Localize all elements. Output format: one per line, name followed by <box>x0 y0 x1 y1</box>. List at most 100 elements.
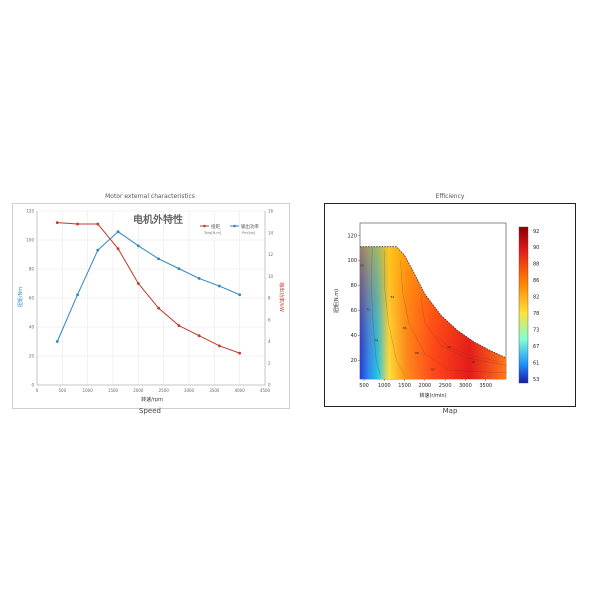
colorbar-tick-label: 73 <box>533 327 539 333</box>
efficiency-map-chart: 55 73 78 82 86 88 90 92 67 500 1000 1500 2000 2500 30… <box>324 203 576 407</box>
power-point <box>218 284 221 288</box>
contour-label: 82 <box>391 295 395 299</box>
contour-label: 86 <box>403 326 407 330</box>
x-tick-label: 1500 <box>108 388 119 393</box>
y-tick-label: 120 <box>26 209 34 214</box>
torque-point <box>116 247 120 251</box>
y-tick-label: 80 <box>29 267 35 272</box>
torque-point <box>96 222 100 226</box>
contour-label: 73 <box>366 307 370 311</box>
x-tick-label: 2000 <box>133 388 144 393</box>
y2-tick-label: 2 <box>268 361 271 366</box>
torque-point <box>136 282 140 285</box>
contour-line <box>420 297 506 366</box>
map-x-axis-label: 转速(r/min) <box>419 392 446 399</box>
y2-tick-label: 6 <box>268 317 271 322</box>
torque-series-line <box>57 222 240 354</box>
contour-line <box>400 260 506 373</box>
legend-power-label: 输出功率 <box>241 223 259 230</box>
x-tick-label: 1000 <box>83 388 94 393</box>
power-point <box>55 340 59 343</box>
contour-line <box>384 250 405 376</box>
left-chart-title: Motor external characteristics <box>105 193 195 200</box>
left-chart-caption: Speed <box>139 407 161 415</box>
chart-subtitle: 电机外特性 <box>133 213 183 226</box>
y-tick-label: 20 <box>29 354 35 359</box>
y-tick-label: 60 <box>29 296 35 301</box>
power-point <box>96 248 100 252</box>
y-axis-label-left: 扭矩/Nm <box>17 287 24 307</box>
map-y-tick-label: 80 <box>351 283 357 289</box>
legend: 扭矩 Torq[N.m] 输出功率 Pm[kw] <box>200 223 259 235</box>
map-y-tick-label: 20 <box>351 358 357 364</box>
map-x-tick-label: 2000 <box>419 383 432 389</box>
x-axis-label: 转速/rpm <box>141 396 163 403</box>
torque-point <box>55 221 59 224</box>
contour-line <box>436 335 498 362</box>
torque-point <box>76 222 79 226</box>
colorbar-tick-label: 53 <box>533 377 539 383</box>
power-point <box>157 257 161 261</box>
map-x-tick-label: 2500 <box>439 383 452 389</box>
contour-label: 90 <box>447 345 451 349</box>
y2-tick-label: 0 <box>268 383 271 388</box>
y-axis-label-right: 输出功率/kW <box>278 282 285 312</box>
power-point <box>76 293 79 297</box>
power-point <box>177 267 181 271</box>
torque-point <box>218 344 221 348</box>
colorbar-tick-label: 92 <box>533 229 539 235</box>
x-tick-label: 3500 <box>209 388 220 393</box>
max-torque-boundary <box>360 246 506 359</box>
power-point <box>136 244 140 248</box>
legend-torque-sub: Torq[N.m] <box>203 231 222 235</box>
map-x-tick-label: 500 <box>359 383 369 389</box>
y-tick-label: 40 <box>29 325 35 330</box>
colorbar-tick-label: 88 <box>533 262 539 268</box>
map-x-tick-label: 3500 <box>479 383 492 389</box>
contour-label: 55 <box>360 264 364 268</box>
x-tick-label: 4500 <box>260 388 271 393</box>
right-chart-title: Efficiency <box>435 193 465 200</box>
y2-tick-label: 16 <box>268 209 274 214</box>
torque-point <box>238 351 242 355</box>
map-y-tick-label: 100 <box>347 258 357 264</box>
y-tick-label: 100 <box>26 238 34 243</box>
x-tick-label: 4000 <box>235 388 246 393</box>
torque-point <box>157 306 161 310</box>
x-tick-label: 3000 <box>184 388 195 393</box>
contour-label: 67 <box>431 367 435 371</box>
y-tick-label: 0 <box>31 383 34 388</box>
right-chart-caption: Map <box>442 407 458 415</box>
x-tick-label: 500 <box>59 388 67 393</box>
map-y-axis-label: 扭矩(N.m) <box>333 289 340 313</box>
colorbar-tick-label: 61 <box>533 360 539 366</box>
power-point <box>238 293 242 297</box>
contour-line <box>371 247 381 376</box>
torque-point <box>197 334 201 338</box>
efficiency-region-overlay <box>360 246 506 379</box>
contour-label: 92 <box>472 360 476 364</box>
torque-point <box>177 324 181 327</box>
map-x-tick-label: 1000 <box>378 383 391 389</box>
legend-torque-label: 扭矩 <box>211 223 220 230</box>
map-x-tick-label: 1500 <box>398 383 411 389</box>
y2-tick-label: 12 <box>268 252 274 257</box>
x-tick-label: 0 <box>36 388 39 393</box>
colorbar-tick-label: 82 <box>533 295 539 301</box>
colorbar-tick-label: 78 <box>533 311 539 317</box>
x-tick-label: 2500 <box>159 388 170 393</box>
legend-power-sub: Pm[kw] <box>242 231 256 235</box>
map-y-tick-label: 40 <box>351 333 357 339</box>
contour-label: 78 <box>374 339 378 343</box>
y2-tick-label: 10 <box>268 274 274 279</box>
contour-label: 88 <box>415 351 419 355</box>
colorbar-tick-label: 86 <box>533 278 539 284</box>
y2-tick-label: 14 <box>268 230 274 235</box>
colorbar <box>518 226 529 384</box>
colorbar-tick-label: 90 <box>533 245 539 251</box>
colorbar-tick-label: 67 <box>533 344 539 350</box>
efficiency-contours: 55 73 78 82 86 88 90 92 67 <box>360 247 506 376</box>
power-series-line <box>56 231 240 342</box>
power-point <box>197 277 201 280</box>
